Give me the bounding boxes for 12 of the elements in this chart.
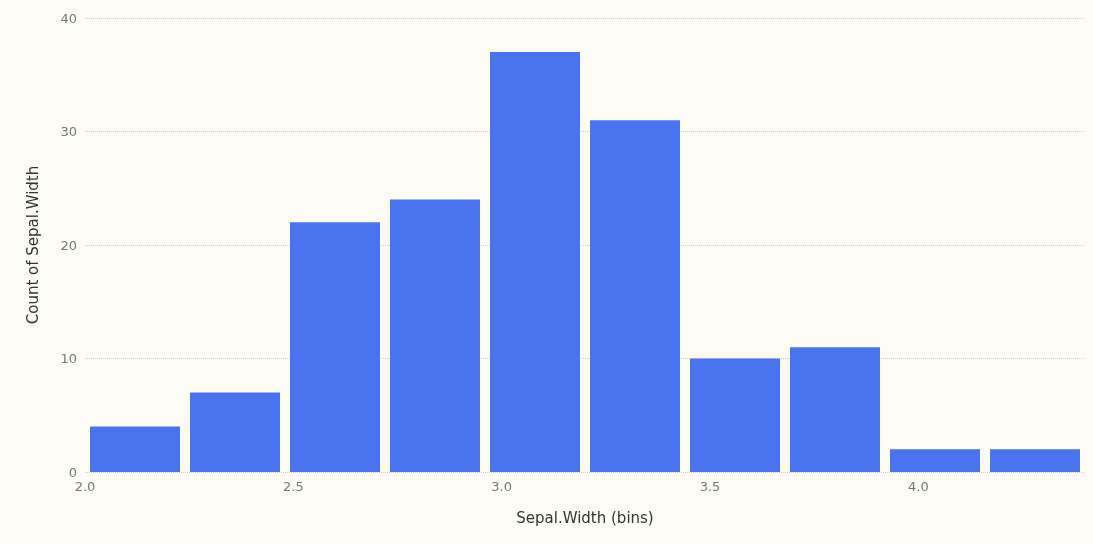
x-axis-title: Sepal.Width (bins) bbox=[516, 508, 654, 527]
x-tick-label: 3.0 bbox=[491, 479, 513, 494]
y-tick-label: 40 bbox=[60, 10, 77, 26]
x-tick-label: 2.5 bbox=[282, 479, 304, 494]
y-tick-label: 10 bbox=[60, 351, 77, 366]
y-tick-label: 0 bbox=[68, 464, 77, 480]
x-tick-label: 2.0 bbox=[74, 479, 96, 494]
y-axis-title: Count of Sepal.Width bbox=[23, 165, 42, 325]
y-tick-label: 30 bbox=[60, 124, 77, 139]
x-tick-label: 3.5 bbox=[699, 479, 721, 494]
y-tick-label: 20 bbox=[60, 237, 77, 253]
x-tick-label: 4.0 bbox=[907, 479, 929, 494]
